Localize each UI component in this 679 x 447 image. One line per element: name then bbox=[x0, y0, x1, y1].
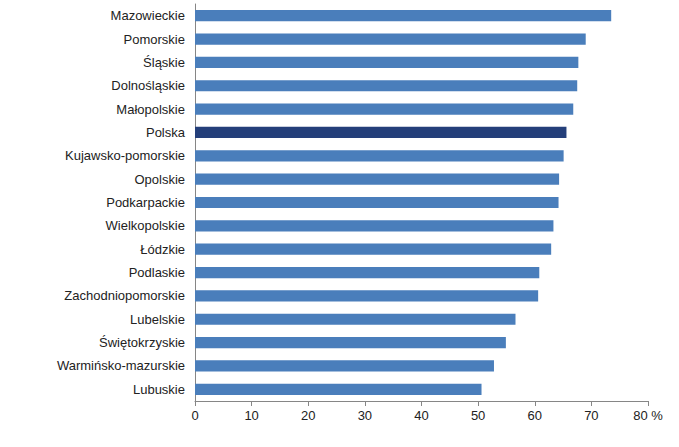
svg-text:30: 30 bbox=[358, 408, 372, 423]
svg-text:Zachodniopomorskie: Zachodniopomorskie bbox=[64, 288, 185, 303]
svg-text:Śląskie: Śląskie bbox=[143, 55, 185, 70]
svg-text:Lubuskie: Lubuskie bbox=[133, 382, 185, 397]
svg-text:Dolnośląskie: Dolnośląskie bbox=[111, 78, 185, 93]
svg-text:0: 0 bbox=[191, 408, 198, 423]
svg-text:70: 70 bbox=[584, 408, 598, 423]
svg-text:Łódzkie: Łódzkie bbox=[140, 242, 185, 257]
svg-text:Pomorskie: Pomorskie bbox=[124, 32, 185, 47]
svg-text:Warmińsko-mazurskie: Warmińsko-mazurskie bbox=[57, 358, 185, 373]
svg-text:40: 40 bbox=[414, 408, 428, 423]
svg-text:Lubelskie: Lubelskie bbox=[130, 312, 185, 327]
svg-text:Małopolskie: Małopolskie bbox=[116, 102, 185, 117]
svg-text:Wielkopolskie: Wielkopolskie bbox=[106, 218, 185, 233]
svg-text:Opolskie: Opolskie bbox=[134, 172, 185, 187]
svg-text:60: 60 bbox=[528, 408, 542, 423]
svg-text:10: 10 bbox=[244, 408, 258, 423]
svg-text:80 %: 80 % bbox=[633, 408, 663, 423]
svg-text:50: 50 bbox=[471, 408, 485, 423]
svg-text:Kujawsko-pomorskie: Kujawsko-pomorskie bbox=[65, 148, 185, 163]
svg-text:20: 20 bbox=[301, 408, 315, 423]
svg-text:Mazowieckie: Mazowieckie bbox=[111, 8, 185, 23]
svg-text:Podkarpackie: Podkarpackie bbox=[106, 195, 185, 210]
svg-text:Podlaskie: Podlaskie bbox=[129, 265, 185, 280]
svg-text:Świętokrzyskie: Świętokrzyskie bbox=[99, 335, 185, 350]
svg-text:Polska: Polska bbox=[146, 125, 186, 140]
